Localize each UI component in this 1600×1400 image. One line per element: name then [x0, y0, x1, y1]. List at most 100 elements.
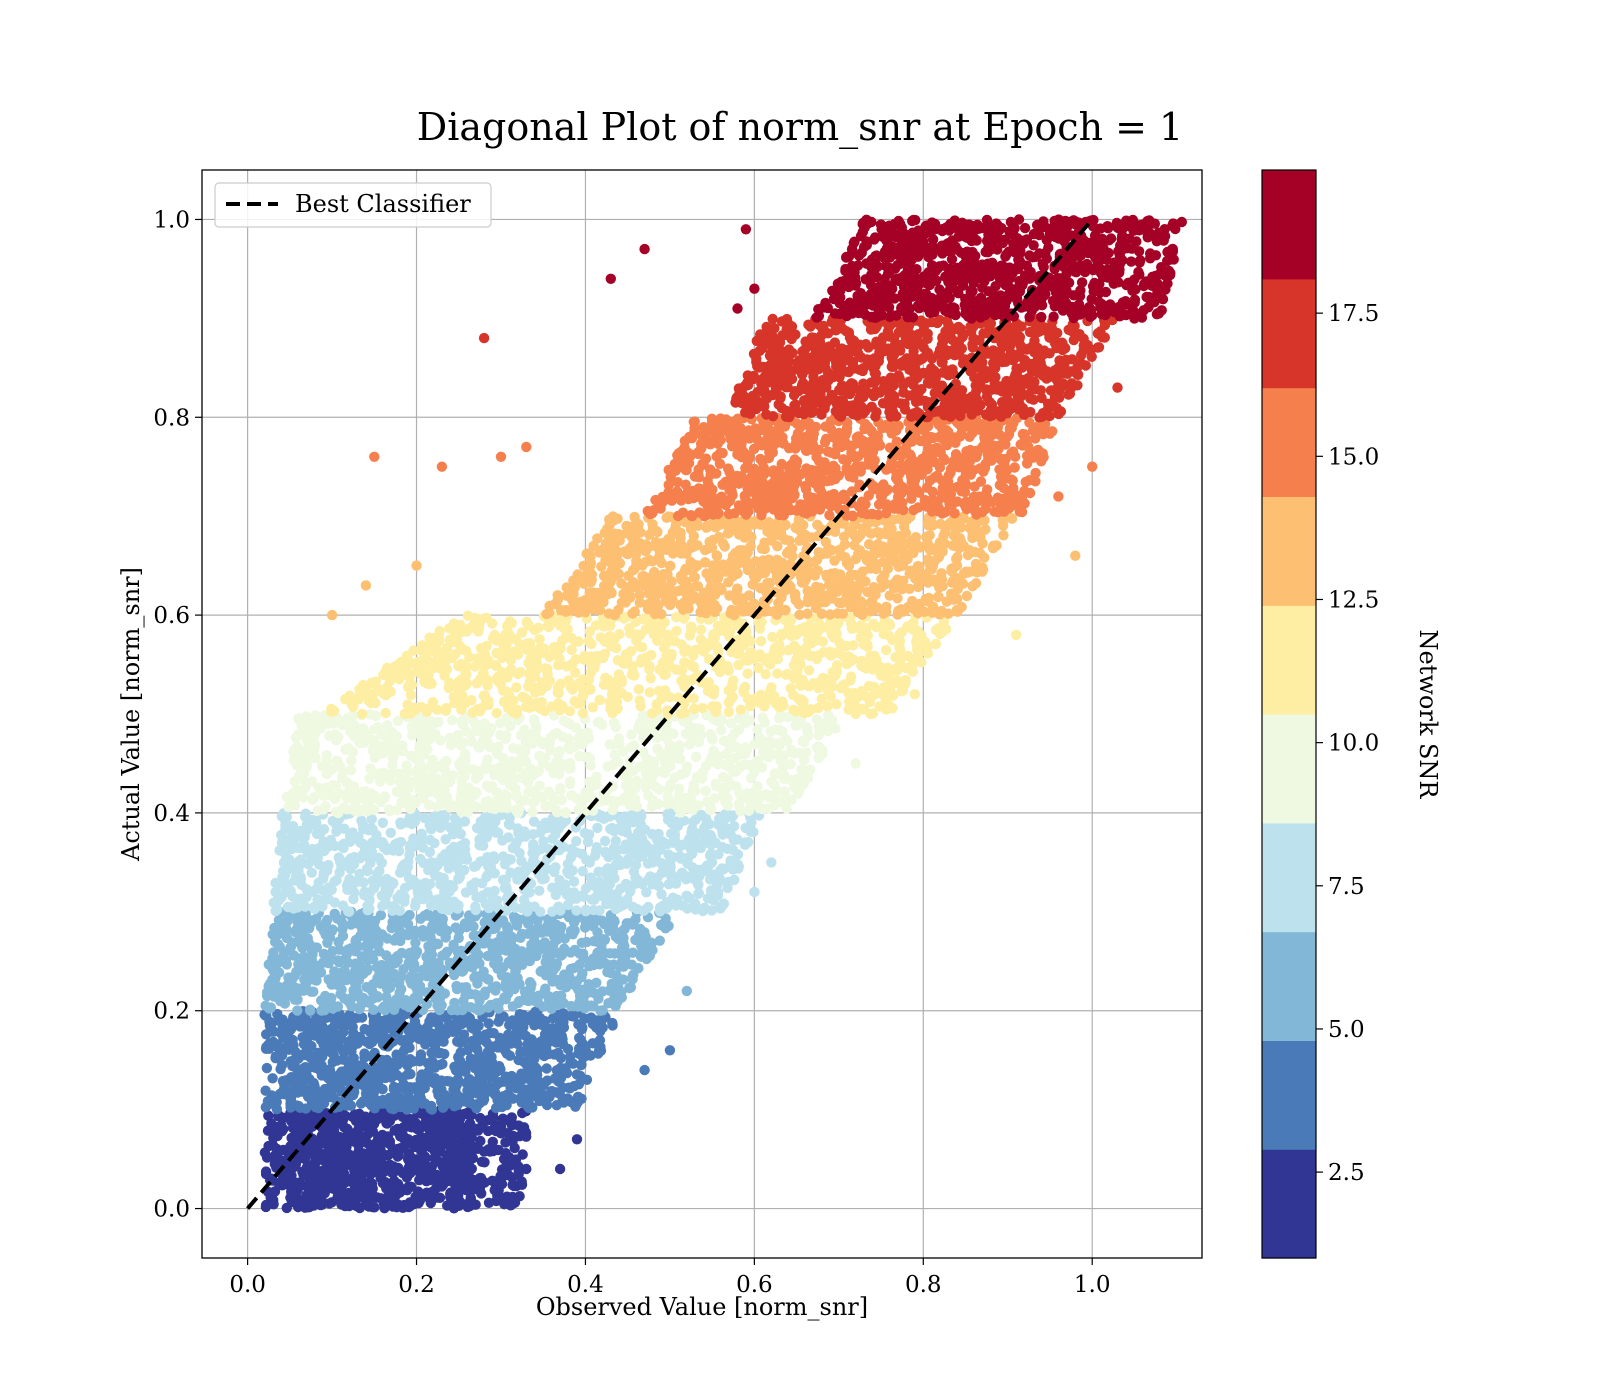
scatter-point: [344, 1056, 355, 1067]
scatter-point: [293, 1100, 304, 1112]
scatter-point: [389, 1059, 401, 1070]
scatter-point: [653, 828, 664, 840]
scatter-point: [570, 914, 581, 926]
scatter-point: [430, 728, 441, 740]
scatter-point: [490, 1087, 501, 1099]
scatter-point: [687, 816, 699, 828]
scatter-point: [350, 724, 361, 735]
scatter-point: [536, 1035, 547, 1047]
scatter-point: [371, 878, 382, 889]
scatter-point: [595, 1041, 606, 1053]
scatter-point: [488, 1112, 499, 1124]
scatter-point: [267, 1121, 278, 1133]
scatter-point: [459, 816, 471, 827]
scatter-point: [556, 1030, 567, 1042]
scatter-point: [541, 1099, 553, 1111]
scatter-point: [777, 796, 789, 807]
scatter-point: [341, 1100, 352, 1111]
scatter-point: [265, 1002, 277, 1013]
scatter-point: [498, 1170, 509, 1182]
scatter-point: [423, 864, 434, 876]
scatter-point: [292, 865, 303, 877]
scatter-point: [379, 1021, 391, 1033]
scatter-point: [366, 1178, 378, 1189]
scatter-point: [544, 822, 556, 833]
scatter-point: [425, 778, 436, 790]
scatter-point: [763, 803, 774, 814]
scatter-point: [381, 1117, 392, 1128]
scatter-point: [811, 742, 822, 753]
scatter-point: [305, 844, 317, 855]
scatter-point: [690, 751, 702, 763]
scatter-point: [444, 886, 455, 897]
scatter-point: [720, 759, 731, 770]
scatter-point: [434, 775, 446, 786]
scatter-point: [302, 824, 313, 836]
scatter-point: [480, 814, 491, 825]
scatter-point: [395, 836, 407, 848]
scatter-point: [669, 826, 680, 838]
scatter-point: [374, 1061, 386, 1072]
scatter-point: [554, 925, 566, 936]
scatter-point: [516, 1176, 527, 1187]
scatter-point: [459, 1092, 471, 1103]
scatter-point: [406, 777, 418, 788]
scatter-point: [452, 1150, 464, 1162]
scatter-point: [324, 1126, 336, 1137]
scatter-point: [512, 807, 524, 819]
scatter-point: [496, 935, 507, 947]
scatter-point: [583, 635, 594, 647]
scatter-point: [324, 932, 336, 943]
scatter-point: [714, 901, 725, 912]
scatter-point: [288, 755, 299, 766]
scatter-point: [562, 1043, 574, 1055]
scatter-point: [656, 766, 668, 777]
scatter-point: [272, 939, 284, 950]
scatter-point: [617, 746, 629, 757]
scatter-point: [794, 784, 805, 795]
scatter-point: [386, 727, 398, 738]
scatter-point: [682, 903, 693, 914]
scatter-point: [629, 779, 640, 790]
scatter-point: [596, 1015, 607, 1026]
scatter-point: [301, 1122, 313, 1133]
scatter-point: [625, 982, 636, 993]
scatter-point: [662, 791, 673, 802]
scatter-point: [790, 720, 801, 731]
scatter-point: [399, 882, 411, 894]
scatter-point: [604, 879, 616, 890]
scatter-point: [356, 1169, 367, 1181]
scatter-point: [425, 932, 436, 943]
scatter-point: [343, 957, 354, 968]
scatter-point: [610, 722, 622, 733]
scatter-point: [289, 793, 300, 805]
scatter-point: [358, 1131, 370, 1143]
scatter-point: [472, 1029, 483, 1041]
scatter-point: [362, 939, 373, 951]
scatter-point: [603, 998, 614, 1009]
scatter-point: [379, 1005, 391, 1016]
scatter-point: [359, 886, 370, 897]
scatter-point: [690, 785, 701, 797]
scatter-point: [804, 665, 815, 676]
scatter-point: [497, 1113, 509, 1124]
scatter-point: [517, 1149, 528, 1160]
scatter-point: [799, 736, 810, 748]
scatter-point: [634, 721, 645, 732]
scatter-point: [680, 728, 692, 739]
scatter-point: [579, 827, 590, 839]
scatter-point: [497, 774, 508, 785]
scatter-point: [261, 1062, 273, 1074]
scatter-point: [500, 733, 511, 744]
scatter-point: [340, 744, 351, 755]
scatter-point: [415, 1049, 427, 1060]
scatter-point: [511, 682, 522, 693]
scatter-point: [591, 842, 602, 853]
scatter-point: [428, 817, 439, 828]
scatter-point: [463, 1073, 475, 1085]
scatter-point: [527, 770, 538, 782]
scatter-point: [519, 986, 531, 997]
scatter-point: [716, 841, 728, 853]
scatter-point: [643, 874, 654, 885]
scatter-point: [687, 873, 699, 884]
